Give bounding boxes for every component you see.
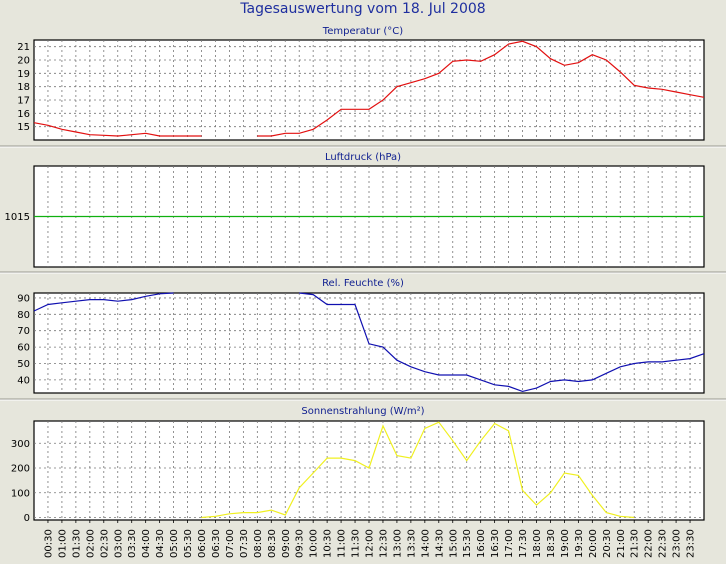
temperature-ytick: 21 [17, 42, 30, 53]
page-title: Tagesauswertung vom 18. Jul 2008 [239, 1, 485, 17]
temperature-line [33, 122, 202, 137]
x-tick-label: 03:30 [127, 529, 138, 558]
x-tick-label: 09:30 [295, 529, 306, 558]
temperature-line [257, 40, 705, 137]
x-tick-label: 16:30 [490, 529, 501, 558]
temperature-ytick: 16 [17, 109, 30, 120]
radiation-ytick: 200 [11, 464, 30, 475]
x-tick-label: 21:00 [616, 529, 627, 558]
temperature-title: Temperatur (°C) [322, 26, 403, 37]
x-tick-label: 07:30 [239, 529, 250, 558]
temperature-ytick: 17 [17, 96, 30, 107]
x-tick-label: 20:00 [588, 529, 599, 558]
temperature-ytick: 20 [17, 56, 30, 67]
x-tick-label: 11:00 [337, 529, 348, 558]
x-tick-label: 12:00 [365, 529, 376, 558]
x-tick-label: 06:00 [197, 529, 208, 558]
x-tick-label: 03:00 [113, 529, 124, 558]
temperature-ytick: 19 [17, 69, 30, 80]
humidity-ytick: 50 [17, 359, 30, 370]
radiation-line [201, 421, 635, 519]
pressure-panel: Luftdruck (hPa) 1015 [5, 152, 705, 268]
temperature-ytick: 18 [17, 82, 30, 93]
pressure-ytick: 1015 [5, 212, 30, 223]
humidity-ytick: 60 [17, 343, 30, 354]
x-tick-label: 22:30 [658, 529, 669, 558]
x-tick-label: 13:00 [392, 529, 403, 558]
temperature-panel: Temperatur (°C) 21 20 19 18 17 16 15 [17, 26, 705, 141]
x-tick-label: 15:00 [448, 529, 459, 558]
humidity-panel: Rel. Feuchte (%) 90 80 70 60 50 40 [17, 278, 705, 394]
x-tick-label: 05:00 [169, 529, 180, 558]
x-tick-label: 10:30 [323, 529, 334, 558]
x-tick-label: 23:30 [686, 529, 697, 558]
x-tick-label: 07:00 [225, 529, 236, 558]
radiation-title: Sonnenstrahlung (W/m²) [301, 406, 424, 417]
x-tick-label: 21:30 [630, 529, 641, 558]
humidity-ytick: 40 [17, 375, 30, 386]
pressure-title: Luftdruck (hPa) [325, 152, 401, 163]
x-tick-label: 15:30 [462, 529, 473, 558]
x-tick-label: 18:30 [546, 529, 557, 558]
x-tick-label: 09:00 [281, 529, 292, 558]
humidity-ytick: 80 [17, 310, 30, 321]
x-tick-label: 23:00 [672, 529, 683, 558]
x-axis: 00:30 01:00 01:30 02:00 02:30 03:00 03:30 04:00… [43, 520, 697, 558]
x-tick-label: 22:00 [644, 529, 655, 558]
x-tick-label: 14:00 [420, 529, 431, 558]
x-tick-label: 20:30 [602, 529, 613, 558]
x-tick-label: 12:30 [378, 529, 389, 558]
humidity-ytick: 90 [17, 293, 30, 304]
humidity-line [299, 292, 705, 393]
x-tick-label: 18:00 [532, 529, 543, 558]
x-tick-label: 16:00 [476, 529, 487, 558]
x-tick-label: 17:00 [504, 529, 515, 558]
x-tick-label: 08:00 [253, 529, 264, 558]
radiation-ytick: 100 [11, 488, 30, 499]
x-tick-label: 02:00 [85, 529, 96, 558]
humidity-line [33, 292, 174, 312]
x-tick-label: 17:30 [518, 529, 529, 558]
x-tick-label: 01:00 [57, 529, 68, 558]
radiation-panel: Sonnenstrahlung (W/m²) 300 200 100 0 [11, 406, 705, 524]
x-tick-label: 14:30 [434, 529, 445, 558]
x-tick-label: 13:30 [406, 529, 417, 558]
humidity-ytick: 70 [17, 326, 30, 337]
x-tick-label: 06:30 [211, 529, 222, 558]
x-tick-label: 19:00 [560, 529, 571, 558]
humidity-title: Rel. Feuchte (%) [322, 278, 404, 289]
radiation-ytick: 300 [11, 439, 30, 450]
x-tick-label: 08:30 [267, 529, 278, 558]
x-tick-label: 02:30 [99, 529, 110, 558]
x-tick-label: 01:30 [71, 529, 82, 558]
x-tick-label: 00:30 [43, 529, 54, 558]
x-tick-label: 11:30 [351, 529, 362, 558]
x-tick-label: 04:30 [155, 529, 166, 558]
temperature-ytick: 15 [17, 122, 30, 133]
radiation-plot-area [33, 420, 705, 521]
x-tick-label: 04:00 [141, 529, 152, 558]
x-tick-label: 19:30 [574, 529, 585, 558]
radiation-ytick: 0 [24, 513, 30, 524]
x-tick-label: 10:00 [309, 529, 320, 558]
x-tick-label: 05:30 [183, 529, 194, 558]
